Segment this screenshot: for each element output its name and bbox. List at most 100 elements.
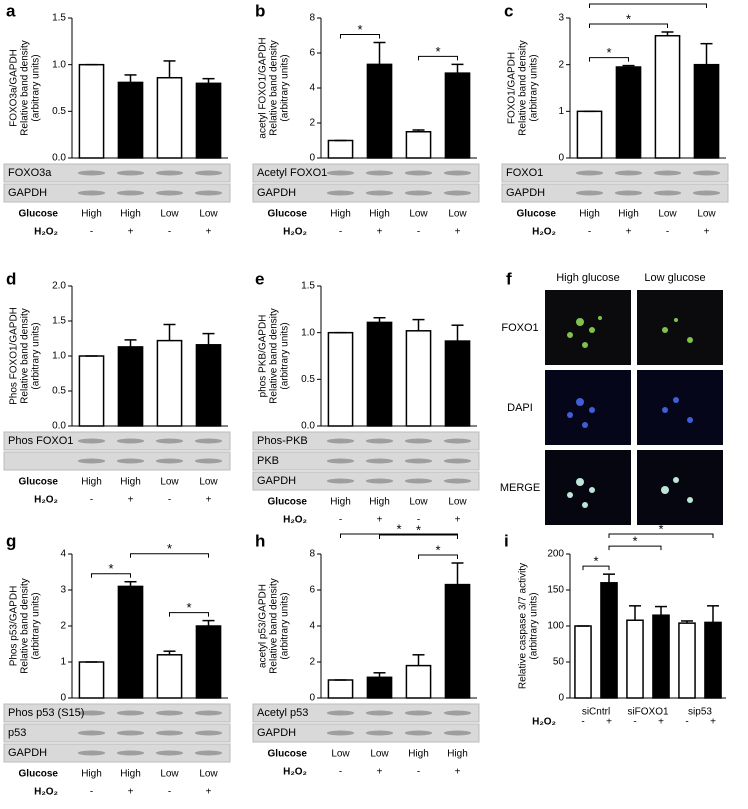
bar (117, 585, 144, 699)
y-tick-label: 1.5 (52, 13, 66, 24)
y-tick-label: 0.0 (52, 153, 66, 164)
blot-label: Phos FOXO1 (8, 435, 73, 447)
y-axis-label: Relative band density (269, 40, 280, 136)
micrograph (637, 290, 723, 365)
error-bar (373, 41, 386, 65)
y-tick-label: 200 (547, 549, 564, 560)
blot-label: GAPDH (8, 187, 47, 199)
row-label: Glucose (19, 769, 59, 780)
bar (405, 330, 432, 427)
blot-band (443, 458, 472, 464)
error-bar (681, 620, 693, 624)
condition-label: High (618, 209, 639, 220)
group-label: sip53 (688, 707, 712, 718)
condition-label: - (588, 227, 591, 238)
y-tick-label: 100 (547, 621, 564, 632)
blot-label: FOXO1 (506, 167, 543, 179)
blot-band (155, 438, 184, 444)
blot-band (365, 438, 394, 444)
blot-band (194, 710, 223, 716)
blot-band (194, 170, 223, 176)
condition-label: High (81, 209, 102, 220)
y-tick-label: 0.5 (301, 374, 315, 385)
blot-band (653, 170, 682, 176)
condition-label: Low (409, 497, 428, 508)
blot-band (404, 710, 433, 716)
y-axis-label: Relative band density (20, 308, 31, 404)
significance-label: * (606, 45, 611, 60)
blot-band (365, 710, 394, 716)
significance-label: * (632, 534, 637, 549)
blot-band (77, 190, 106, 196)
y-tick-label: 2 (309, 118, 315, 129)
bar (117, 81, 144, 159)
blot-band (194, 730, 223, 736)
row-label: MERGE (500, 482, 540, 494)
row-label: H₂O₂ (283, 767, 307, 778)
condition-label: Low (331, 749, 350, 760)
y-axis-label: acetyl FOXO1/GAPDH (258, 37, 269, 138)
y-tick-label: 0 (309, 153, 315, 164)
panel: a FOXO3a/GAPDH Relative band density (arbit… (3, 1, 231, 238)
bar (654, 34, 681, 159)
bar (444, 583, 471, 699)
y-tick-label: 0 (558, 693, 564, 704)
error-bar (655, 605, 667, 616)
y-axis-label: Relative band density (269, 578, 280, 674)
blot-band (443, 730, 472, 736)
bar (405, 131, 432, 159)
significance-bracket (169, 612, 209, 617)
condition-label: - (339, 227, 342, 238)
blot-band (194, 750, 223, 756)
condition-label: - (417, 515, 420, 526)
significance-bracket (608, 545, 662, 551)
blot-band (326, 170, 355, 176)
condition-label: + (377, 515, 383, 526)
condition-label: High (120, 209, 141, 220)
error-bar (603, 573, 615, 583)
bar (366, 676, 393, 699)
blot-label: GAPDH (257, 727, 296, 739)
bar (78, 63, 105, 159)
significance-label: * (435, 542, 440, 557)
blot-band (404, 458, 433, 464)
group-label: siFOXO1 (627, 707, 669, 718)
row-label: DAPI (507, 402, 533, 414)
y-axis-label: FOXO1/GAPDH (507, 52, 518, 124)
condition-label: High (81, 769, 102, 780)
condition-label: - (90, 227, 93, 238)
y-tick-label: 0 (60, 693, 66, 704)
condition-label: - (417, 227, 420, 238)
error-bar (451, 63, 464, 74)
y-tick-label: 2 (60, 621, 66, 632)
y-tick-label: 1.0 (301, 327, 315, 338)
blot-band (194, 190, 223, 196)
error-bar (451, 324, 464, 342)
significance-label: * (167, 541, 172, 556)
bar (615, 66, 642, 159)
column-label: High glucose (556, 272, 620, 284)
y-axis-label: (arbitrary units) (529, 592, 540, 659)
bar (678, 622, 696, 699)
y-axis-label: Phos p53/GAPDH (9, 586, 20, 667)
bar (327, 139, 354, 159)
cells (567, 316, 693, 348)
condition-label: - (90, 495, 93, 506)
blot-band (443, 478, 472, 484)
error-bar (451, 562, 464, 585)
blot-band (443, 710, 472, 716)
blot-band (326, 438, 355, 444)
significance-bracket (130, 553, 209, 558)
row-label: Glucose (19, 209, 59, 220)
y-tick-label: 1.0 (52, 351, 66, 362)
error-bar (412, 129, 425, 132)
column-label: Low glucose (644, 272, 705, 284)
blot-band (77, 170, 106, 176)
y-axis-label: (arbitrary units) (31, 54, 42, 121)
condition-label: + (704, 227, 710, 238)
bar (600, 582, 618, 699)
row-label: H₂O₂ (34, 227, 58, 238)
significance-bracket (589, 23, 668, 28)
significance-label: * (416, 522, 421, 537)
blot-band (116, 170, 145, 176)
